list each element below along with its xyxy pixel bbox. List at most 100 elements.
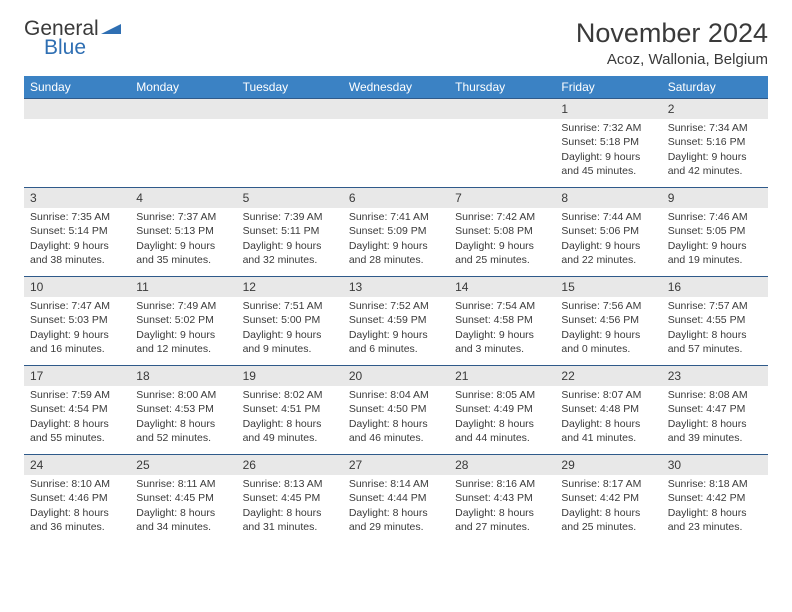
week-row: 24Sunrise: 8:10 AMSunset: 4:46 PMDayligh…	[24, 454, 768, 543]
day-cell: 29Sunrise: 8:17 AMSunset: 4:42 PMDayligh…	[555, 455, 661, 543]
daylight: Daylight: 9 hours and 42 minutes.	[668, 150, 762, 178]
day-cell: 25 Sunrise: 8:11 AMSunset: 4:45 PMDayligh…	[130, 455, 236, 543]
weeks-container: 1Sunrise: 7:32 AMSunset: 5:18 PMDaylight…	[24, 98, 768, 543]
day-cell: 16Sunrise: 7:57 AMSunset: 4:55 PMDayligh…	[662, 277, 768, 365]
header: General Blue November 2024 Acoz, Walloni…	[24, 18, 768, 68]
day-body: Sunrise: 7:51 AMSunset: 5:00 PMDaylight:…	[237, 297, 343, 360]
sunset: Sunset: 4:49 PM	[455, 402, 549, 416]
day-body: Sunrise: 7:49 AMSunset: 5:02 PMDaylight:…	[130, 297, 236, 360]
sunrise: Sunrise: 8:14 AM	[349, 477, 443, 491]
logo-triangle-icon	[101, 18, 121, 39]
month-title: November 2024	[576, 18, 768, 49]
day-number: 4	[130, 188, 236, 208]
weekday-header: Thursday	[449, 76, 555, 98]
sunrise: Sunrise: 7:42 AM	[455, 210, 549, 224]
sunset: Sunset: 5:00 PM	[243, 313, 337, 327]
sunrise: Sunrise: 7:41 AM	[349, 210, 443, 224]
day-cell: 4Sunrise: 7:37 AMSunset: 5:13 PMDaylight…	[130, 188, 236, 276]
sunset: Sunset: 5:08 PM	[455, 224, 549, 238]
sunset: Sunset: 4:54 PM	[30, 402, 124, 416]
day-cell: 8Sunrise: 7:44 AMSunset: 5:06 PMDaylight…	[555, 188, 661, 276]
day-number	[343, 99, 449, 119]
day-number: 18	[130, 366, 236, 386]
daylight: Daylight: 9 hours and 19 minutes.	[668, 239, 762, 267]
day-number: 12	[237, 277, 343, 297]
sunset: Sunset: 5:02 PM	[136, 313, 230, 327]
day-cell: 24Sunrise: 8:10 AMSunset: 4:46 PMDayligh…	[24, 455, 130, 543]
day-cell: 12Sunrise: 7:51 AMSunset: 5:00 PMDayligh…	[237, 277, 343, 365]
daylight: Daylight: 8 hours and 29 minutes.	[349, 506, 443, 534]
logo: General Blue	[24, 18, 121, 58]
day-cell: 19Sunrise: 8:02 AMSunset: 4:51 PMDayligh…	[237, 366, 343, 454]
day-body: Sunrise: 7:46 AMSunset: 5:05 PMDaylight:…	[662, 208, 768, 271]
day-number: 30	[662, 455, 768, 475]
sunset: Sunset: 5:18 PM	[561, 135, 655, 149]
day-number: 25	[130, 455, 236, 475]
day-body: Sunrise: 8:08 AMSunset: 4:47 PMDaylight:…	[662, 386, 768, 449]
day-cell: 5Sunrise: 7:39 AMSunset: 5:11 PMDaylight…	[237, 188, 343, 276]
daylight: Daylight: 8 hours and 49 minutes.	[243, 417, 337, 445]
sunset: Sunset: 4:55 PM	[668, 313, 762, 327]
day-cell: 17Sunrise: 7:59 AMSunset: 4:54 PMDayligh…	[24, 366, 130, 454]
title-block: November 2024 Acoz, Wallonia, Belgium	[576, 18, 768, 68]
logo-line2: Blue	[44, 37, 121, 58]
sunrise: Sunrise: 8:04 AM	[349, 388, 443, 402]
weekday-header: Monday	[130, 76, 236, 98]
day-cell	[24, 99, 130, 187]
daylight: Daylight: 9 hours and 22 minutes.	[561, 239, 655, 267]
sunrise: Sunrise: 7:57 AM	[668, 299, 762, 313]
day-number: 20	[343, 366, 449, 386]
day-number: 24	[24, 455, 130, 475]
day-body: Sunrise: 7:32 AMSunset: 5:18 PMDaylight:…	[555, 119, 661, 182]
day-cell	[449, 99, 555, 187]
day-number: 6	[343, 188, 449, 208]
day-cell: 27Sunrise: 8:14 AMSunset: 4:44 PMDayligh…	[343, 455, 449, 543]
sunrise: Sunrise: 8:16 AM	[455, 477, 549, 491]
day-number	[130, 99, 236, 119]
sunrise: Sunrise: 8:08 AM	[668, 388, 762, 402]
day-body: Sunrise: 7:34 AMSunset: 5:16 PMDaylight:…	[662, 119, 768, 182]
day-number: 26	[237, 455, 343, 475]
day-cell: 15Sunrise: 7:56 AMSunset: 4:56 PMDayligh…	[555, 277, 661, 365]
day-number: 7	[449, 188, 555, 208]
daylight: Daylight: 9 hours and 0 minutes.	[561, 328, 655, 356]
weekday-header: Wednesday	[343, 76, 449, 98]
day-number: 17	[24, 366, 130, 386]
day-body: Sunrise: 7:57 AMSunset: 4:55 PMDaylight:…	[662, 297, 768, 360]
day-cell: 3Sunrise: 7:35 AMSunset: 5:14 PMDaylight…	[24, 188, 130, 276]
sunrise: Sunrise: 7:34 AM	[668, 121, 762, 135]
day-number: 22	[555, 366, 661, 386]
day-number: 15	[555, 277, 661, 297]
day-body: Sunrise: 7:41 AMSunset: 5:09 PMDaylight:…	[343, 208, 449, 271]
day-body: Sunrise: 8:02 AMSunset: 4:51 PMDaylight:…	[237, 386, 343, 449]
day-number: 14	[449, 277, 555, 297]
day-number: 5	[237, 188, 343, 208]
day-number: 19	[237, 366, 343, 386]
daylight: Daylight: 8 hours and 41 minutes.	[561, 417, 655, 445]
day-number: 16	[662, 277, 768, 297]
sunset: Sunset: 4:45 PM	[136, 491, 230, 505]
daylight: Daylight: 8 hours and 23 minutes.	[668, 506, 762, 534]
sunset: Sunset: 5:05 PM	[668, 224, 762, 238]
sunset: Sunset: 4:58 PM	[455, 313, 549, 327]
day-body: Sunrise: 8:04 AMSunset: 4:50 PMDaylight:…	[343, 386, 449, 449]
day-number	[24, 99, 130, 119]
day-cell: 10Sunrise: 7:47 AMSunset: 5:03 PMDayligh…	[24, 277, 130, 365]
daylight: Daylight: 8 hours and 34 minutes.	[136, 506, 230, 534]
daylight: Daylight: 9 hours and 16 minutes.	[30, 328, 124, 356]
sunset: Sunset: 4:56 PM	[561, 313, 655, 327]
day-cell	[343, 99, 449, 187]
daylight: Daylight: 9 hours and 45 minutes.	[561, 150, 655, 178]
day-number: 9	[662, 188, 768, 208]
day-number: 8	[555, 188, 661, 208]
daylight: Daylight: 8 hours and 31 minutes.	[243, 506, 337, 534]
daylight: Daylight: 9 hours and 25 minutes.	[455, 239, 549, 267]
sunrise: Sunrise: 8:11 AM	[136, 477, 230, 491]
sunset: Sunset: 4:43 PM	[455, 491, 549, 505]
day-body: Sunrise: 8:16 AMSunset: 4:43 PMDaylight:…	[449, 475, 555, 538]
day-body: Sunrise: 8:05 AMSunset: 4:49 PMDaylight:…	[449, 386, 555, 449]
day-cell: 2Sunrise: 7:34 AMSunset: 5:16 PMDaylight…	[662, 99, 768, 187]
sunrise: Sunrise: 8:07 AM	[561, 388, 655, 402]
daylight: Daylight: 8 hours and 27 minutes.	[455, 506, 549, 534]
sunrise: Sunrise: 8:17 AM	[561, 477, 655, 491]
